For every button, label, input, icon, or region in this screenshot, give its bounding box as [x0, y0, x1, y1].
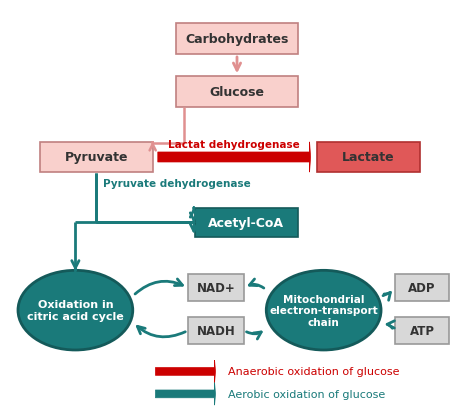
Text: Lactat dehydrogenase: Lactat dehydrogenase: [168, 140, 300, 150]
FancyBboxPatch shape: [188, 318, 244, 344]
FancyBboxPatch shape: [176, 77, 298, 108]
Text: Carbohydrates: Carbohydrates: [185, 33, 289, 46]
FancyBboxPatch shape: [317, 142, 419, 173]
Text: Anaerobic oxidation of glucose: Anaerobic oxidation of glucose: [228, 366, 399, 377]
Text: Glucose: Glucose: [210, 86, 264, 99]
Ellipse shape: [18, 271, 133, 350]
FancyBboxPatch shape: [395, 318, 449, 344]
Text: Lactate: Lactate: [342, 151, 394, 164]
Text: Aerobic oxidation of glucose: Aerobic oxidation of glucose: [228, 389, 385, 399]
Text: Mitochondrial
electron-transport
chain: Mitochondrial electron-transport chain: [269, 294, 378, 327]
Text: Acetyl-CoA: Acetyl-CoA: [209, 216, 284, 229]
FancyBboxPatch shape: [188, 275, 244, 301]
Text: Pyruvate dehydrogenase: Pyruvate dehydrogenase: [103, 178, 251, 188]
Text: NAD+: NAD+: [197, 282, 235, 294]
FancyBboxPatch shape: [195, 208, 298, 237]
Text: Oxidation in
citric acid cycle: Oxidation in citric acid cycle: [27, 299, 124, 321]
Text: ADP: ADP: [408, 282, 436, 294]
Ellipse shape: [266, 271, 381, 350]
Text: Pyruvate: Pyruvate: [65, 151, 128, 164]
FancyBboxPatch shape: [176, 24, 298, 55]
FancyBboxPatch shape: [395, 275, 449, 301]
Text: ATP: ATP: [410, 324, 435, 337]
Text: NADH: NADH: [197, 324, 235, 337]
FancyBboxPatch shape: [40, 142, 153, 173]
